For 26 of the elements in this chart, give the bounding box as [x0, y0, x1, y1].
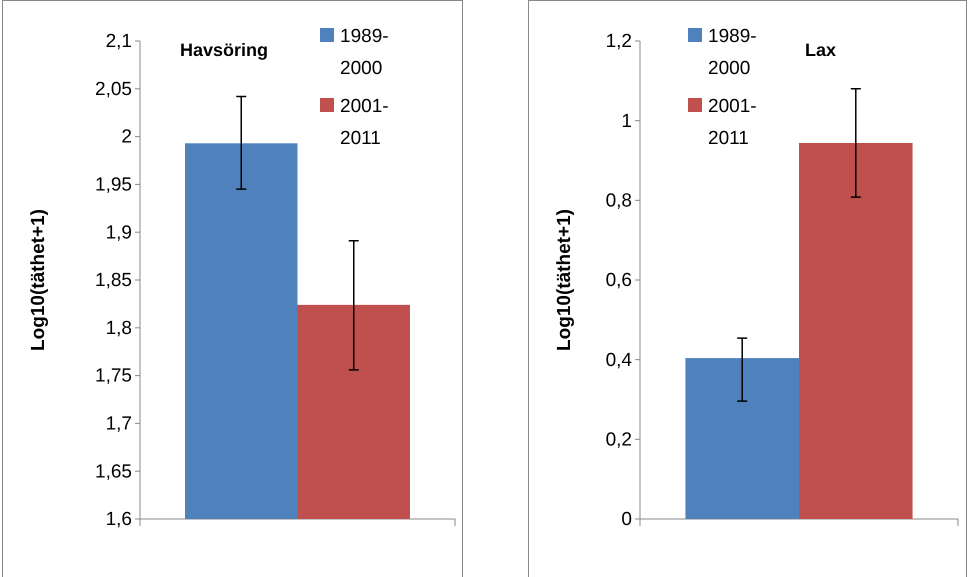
y-tick-label: 1,75: [95, 366, 132, 387]
y-tick-label: 0,6: [606, 270, 632, 292]
y-tick-label: 2: [121, 126, 132, 148]
y-tick-label: 0: [621, 509, 632, 530]
y-tick-label: 1,7: [106, 413, 132, 434]
y-tick-label: 2,05: [95, 78, 132, 100]
y-tick-label: 1,65: [95, 461, 132, 482]
legend-label: 1989-2000: [708, 26, 757, 79]
legend-label: 2001-2011: [708, 96, 757, 149]
y-tick-label: 1,9: [106, 222, 132, 244]
y-tick-label: 1: [621, 110, 632, 132]
y-tick-label: 0,8: [606, 190, 632, 212]
y-tick-label: 0,4: [606, 350, 632, 371]
legend-label: 1989-2000: [340, 26, 389, 79]
chart-title: Havsöring: [180, 40, 268, 60]
legend-label: 2001-2011: [340, 96, 389, 149]
y-tick-label: 0,2: [606, 429, 632, 450]
y-tick-label: 2,1: [106, 31, 132, 52]
y-tick-label: 1,8: [106, 318, 132, 339]
y-tick-label: 1,85: [95, 270, 132, 292]
y-tick-label: 1,2: [606, 31, 632, 52]
y-tick-label: 1,95: [95, 174, 132, 196]
y-axis-title: Log10(täthet+1): [554, 209, 575, 351]
y-tick-label: 1,6: [106, 509, 132, 530]
chart-title: Lax: [805, 40, 836, 60]
y-axis-title: Log10(täthet+1): [28, 209, 49, 351]
